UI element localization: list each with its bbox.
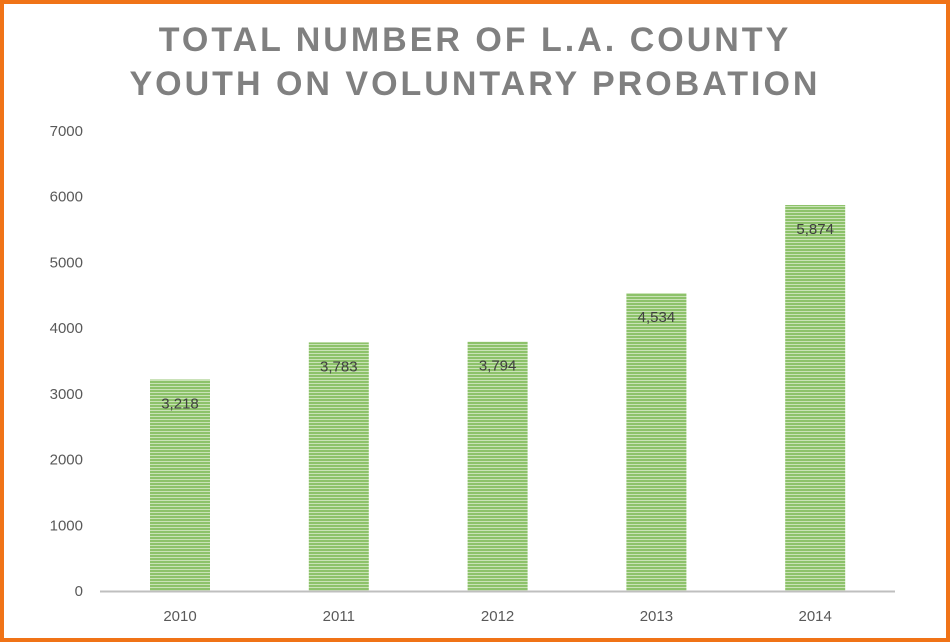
data-label: 3,794 [479, 358, 517, 375]
chart-title: TOTAL NUMBER OF L.A. COUNTY YOUTH ON VOL… [4, 18, 946, 106]
y-tick-label: 2000 [50, 452, 83, 469]
bar-2014 [785, 204, 846, 591]
data-label: 4,534 [638, 309, 676, 326]
data-label: 5,874 [796, 221, 834, 238]
data-label: 3,218 [161, 396, 199, 413]
x-tick-label: 2011 [323, 608, 355, 625]
bar-2013 [626, 293, 687, 591]
x-tick-label: 2014 [799, 608, 832, 625]
x-tick-label: 2010 [163, 608, 196, 625]
y-tick-label: 6000 [50, 189, 83, 206]
data-label: 3,783 [320, 358, 358, 375]
bar-2010 [150, 379, 210, 591]
x-tick-label: 2012 [481, 608, 514, 625]
y-tick-label: 0 [75, 583, 83, 600]
x-tick-label: 2013 [640, 608, 673, 625]
y-tick-label: 4000 [50, 320, 83, 337]
y-tick-label: 3000 [50, 386, 83, 403]
y-tick-label: 5000 [50, 254, 83, 271]
title-line-2: YOUTH ON VOLUNTARY PROBATION [129, 65, 821, 103]
bar-2012 [467, 341, 528, 591]
title-line-1: TOTAL NUMBER OF L.A. COUNTY [158, 21, 792, 59]
y-tick-label: 1000 [50, 517, 83, 534]
y-tick-label: 7000 [50, 123, 83, 140]
bar-2011 [308, 342, 369, 591]
